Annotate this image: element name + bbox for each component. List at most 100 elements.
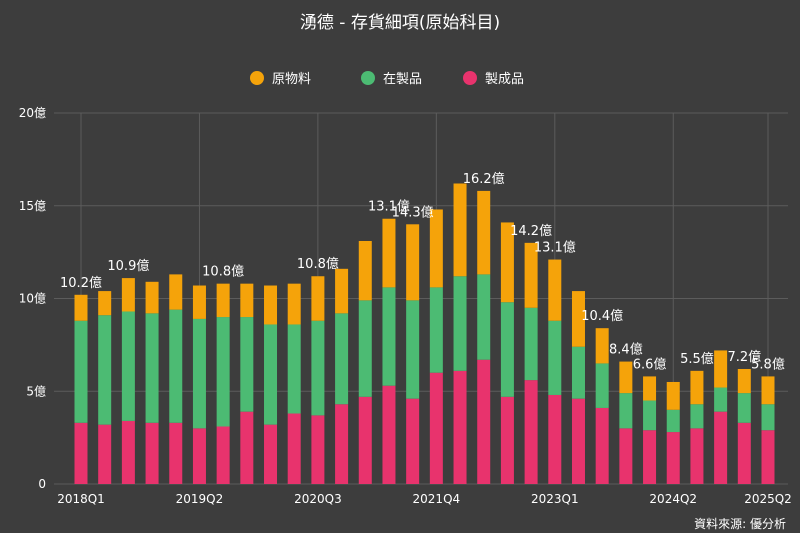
legend: 原物料 在製品 製成品 [250,71,524,87]
bar-segment-0 [121,420,135,484]
bar-segment-2 [429,209,443,288]
bar-segment-1 [74,320,88,423]
bar-segment-1 [216,317,230,427]
bar-segment-0 [595,407,609,484]
bar-segment-1 [690,404,704,429]
data-label: 10.9億 [107,258,149,274]
bar-segment-2 [335,268,349,314]
bar-segment-0 [264,424,278,484]
bar-segment-0 [287,413,301,484]
bar-segment-1 [737,393,751,423]
bar-segment-1 [500,302,514,397]
bar-segment-0 [192,428,206,484]
bar-segment-2 [690,370,704,405]
bar-segment-1 [619,393,633,429]
bar-segment-2 [264,285,278,325]
bar-segment-1 [287,324,301,414]
legend-marker [361,71,375,85]
data-label: 5.8億 [751,356,785,372]
data-label: 10.8億 [202,264,244,280]
bar-segment-2 [477,190,491,275]
bar-segment-2 [500,222,514,303]
data-label: 13.1億 [534,240,576,256]
bar-segment-1 [453,276,467,371]
bar-segment-2 [714,350,728,388]
source-note: 資料來源: 優分析 [694,517,786,531]
bar-segment-2 [453,183,467,277]
x-tick-label: 2019Q2 [176,492,224,506]
legend-label: 在製品 [383,72,422,87]
bar-segment-2 [595,328,609,364]
bar-segment-2 [98,291,112,316]
bar-segment-2 [737,368,751,394]
legend-label: 製成品 [485,72,524,87]
bar-segment-2 [145,281,159,314]
bar-segment-2 [761,376,775,405]
bar-segment-0 [477,359,491,484]
data-label: 10.8億 [297,256,339,272]
data-label: 16.2億 [463,171,505,187]
bar-segment-0 [216,426,230,484]
bar-segment-1 [406,300,420,399]
bar-segment-2 [571,291,585,347]
bar-segment-0 [714,411,728,484]
bar-segment-0 [761,430,775,484]
bar-segment-1 [169,309,183,423]
bar-segment-2 [619,361,633,394]
data-label: 14.2億 [510,223,552,239]
bar-segment-0 [737,422,751,484]
data-label: 10.2億 [60,275,102,291]
data-label: 14.3億 [392,204,434,220]
bar-segment-1 [477,274,491,360]
y-tick-label: 15億 [19,199,46,213]
x-tick-label: 2020Q3 [294,492,342,506]
bar-segment-1 [382,287,396,386]
bar-segment-1 [571,346,585,399]
bar-segment-2 [74,294,88,321]
bar-segment-0 [524,380,538,484]
y-tick-label: 20億 [19,106,46,120]
bar-segment-2 [216,283,230,318]
bar-segment-2 [240,283,254,318]
bar-segment-1 [311,320,325,416]
bar-segment-1 [714,387,728,412]
bar-segment-0 [74,422,88,484]
bar-segment-1 [666,409,680,433]
bar-segment-0 [240,411,254,484]
data-label: 10.4億 [581,308,623,324]
x-tick-label: 2023Q1 [531,492,579,506]
x-axis: 2018Q1 2019Q2 2020Q3 2021Q4 2023Q1 2024Q2 2025… [57,492,792,506]
bar-segment-1 [192,318,206,429]
bar-segment-1 [524,307,538,381]
bar-segment-2 [311,276,325,321]
y-tick-label: 10億 [19,292,46,306]
bar-segment-1 [358,300,372,397]
bar-segment-2 [548,259,562,321]
bar-segment-0 [453,370,467,484]
bar-segment-1 [98,315,112,425]
x-tick-label: 2021Q4 [413,492,461,506]
bar-segment-0 [666,432,680,484]
y-tick-label: 0 [38,477,46,491]
legend-marker [250,71,264,85]
bar-segment-1 [548,320,562,395]
bar-segment-2 [121,278,135,312]
bar-segment-1 [595,363,609,408]
bar-segment-0 [429,372,443,484]
bar-segment-1 [264,324,278,425]
bar-segment-0 [311,415,325,484]
bar-segment-2 [169,274,183,310]
bar-segment-1 [429,287,443,373]
bar-segment-2 [666,381,680,410]
bar-segment-2 [524,242,538,308]
bar-segment-1 [240,317,254,412]
legend-marker [463,71,477,85]
bar-segment-0 [548,394,562,484]
data-label: 13.1億 [368,199,410,215]
bars [74,183,775,484]
bar-segment-2 [643,376,657,401]
bar-segment-0 [358,396,372,484]
bar-segment-0 [571,398,585,484]
data-label: 6.6億 [633,356,667,372]
